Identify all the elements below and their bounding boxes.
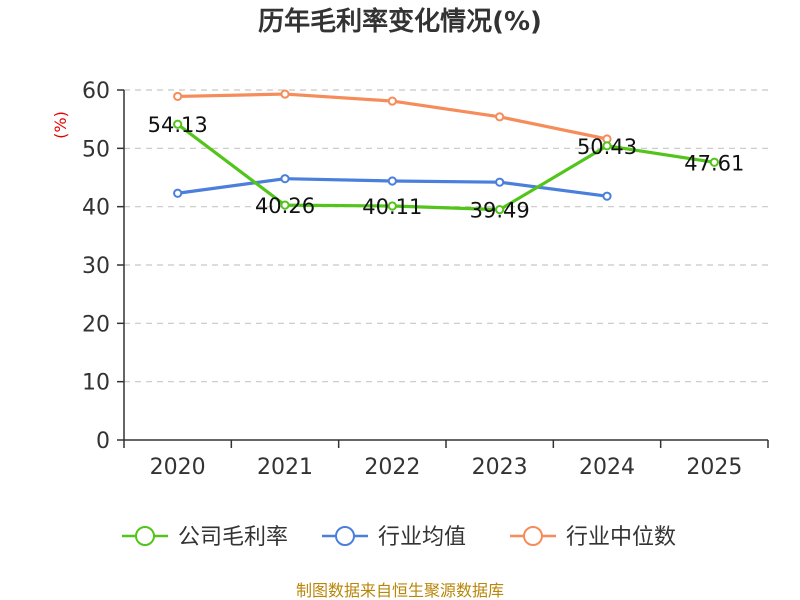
series-layer	[173, 89, 719, 215]
data-point	[387, 176, 397, 186]
legend[interactable]: 公司毛利率 行业均值 行业中位数	[122, 525, 676, 550]
legend-item[interactable]: 公司毛利率	[122, 525, 288, 550]
legend-label: 行业中位数	[566, 525, 676, 550]
series-line	[176, 122, 715, 212]
legend-label: 行业均值	[378, 525, 466, 550]
data-point	[280, 174, 290, 184]
data-point	[387, 201, 397, 211]
data-point	[173, 91, 183, 102]
gridlines	[124, 89, 768, 383]
data-point	[495, 205, 505, 215]
data-point	[173, 119, 183, 129]
legend-item[interactable]: 行业均值	[322, 525, 466, 550]
data-point	[495, 177, 505, 187]
y-axis-label: (%)	[51, 111, 70, 139]
data-point	[280, 89, 290, 99]
y-tick-label: 20	[82, 312, 110, 337]
source-note: 制图数据来自恒生聚源数据库	[296, 581, 504, 600]
data-point	[280, 200, 290, 210]
data-point	[602, 141, 612, 151]
data-point	[173, 188, 183, 198]
data-label: 40.11	[362, 195, 422, 219]
chart-title: 历年毛利率变化情况(%)	[258, 6, 542, 37]
data-label: 54.13	[148, 113, 208, 137]
data-point	[495, 112, 505, 122]
data-point	[387, 96, 397, 106]
x-tick-label: 2022	[364, 455, 420, 480]
x-tick-label: 2020	[150, 455, 206, 480]
axes: 0 10 20 30 40 50 60 2020 2021 2022 2023 2024 2025	[82, 79, 769, 480]
y-tick-label: 50	[82, 137, 110, 162]
data-label: 50.43	[577, 135, 637, 159]
y-tick-label: 10	[82, 371, 110, 396]
x-tick-label: 2024	[579, 455, 635, 480]
y-tick-label: 0	[96, 429, 110, 454]
legend-item[interactable]: 行业中位数	[510, 525, 676, 550]
x-tick-label: 2025	[686, 455, 742, 480]
data-label: 40.26	[255, 194, 315, 218]
legend-marker	[135, 526, 155, 546]
y-tick-label: 60	[82, 79, 110, 104]
legend-marker	[523, 526, 543, 546]
legend-marker	[335, 526, 355, 546]
data-labels: 54.13 40.26 40.11 39.49 50.43 47.61	[148, 113, 745, 222]
data-point	[709, 157, 719, 167]
data-point	[602, 191, 612, 201]
x-tick-label: 2021	[257, 455, 313, 480]
y-tick-label: 40	[82, 196, 110, 221]
y-tick-label: 30	[82, 254, 110, 279]
legend-label: 公司毛利率	[178, 525, 288, 550]
data-label: 47.61	[684, 151, 744, 175]
x-tick-label: 2023	[472, 455, 528, 480]
data-label: 39.49	[470, 199, 530, 223]
